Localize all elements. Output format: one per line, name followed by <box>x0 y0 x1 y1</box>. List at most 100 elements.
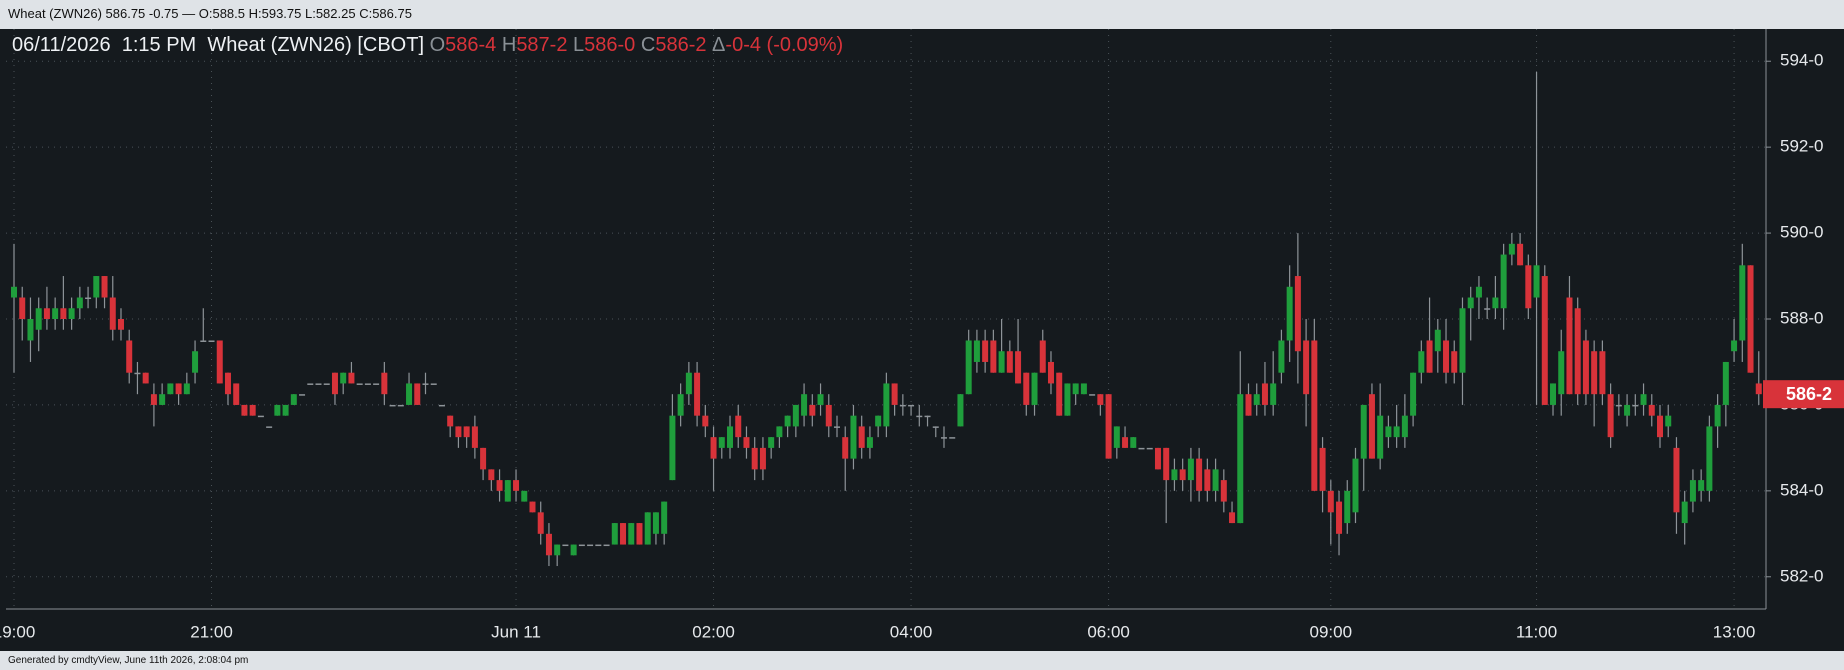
candle-body <box>1484 308 1491 310</box>
candle-body <box>1122 437 1129 448</box>
candle-body <box>11 286 17 298</box>
candle-body <box>587 544 594 547</box>
candle-body <box>1344 490 1351 524</box>
candle-body <box>356 383 363 385</box>
candle-body <box>899 404 906 407</box>
candle-body <box>233 383 240 405</box>
candle-body <box>438 404 445 407</box>
candle-body <box>661 501 668 534</box>
candle-body <box>101 276 108 298</box>
candle-body <box>1187 458 1194 481</box>
candle-body <box>1146 447 1153 450</box>
candle-body <box>1212 469 1219 491</box>
candle-body <box>463 426 470 438</box>
candle-body <box>1451 351 1458 373</box>
candle-body <box>858 426 865 448</box>
candle-body <box>578 544 585 547</box>
candle-body <box>768 437 775 448</box>
candle-body <box>792 404 799 427</box>
summary-label: H <box>501 34 517 56</box>
candle-body <box>1673 447 1680 513</box>
candle-body <box>488 469 495 481</box>
candle-body <box>924 415 931 418</box>
candle-body <box>282 404 289 416</box>
candle-body <box>784 415 791 427</box>
candle-body <box>982 340 989 362</box>
candle-body <box>1245 394 1252 416</box>
candle-body <box>891 383 898 405</box>
candle-body <box>323 383 330 385</box>
candle-body <box>644 512 651 545</box>
candle-body <box>1286 286 1293 341</box>
candle-body <box>1410 372 1417 416</box>
candle-body <box>1311 340 1318 491</box>
candle-body <box>751 447 758 470</box>
window-title: Wheat (ZWN26) 586.75 -0.75 — O:588.5 H:5… <box>0 0 1844 29</box>
candle-body <box>1632 404 1639 407</box>
candle-body <box>150 394 157 405</box>
candle-body <box>1138 447 1145 450</box>
candle-body <box>1015 351 1022 384</box>
candle-body <box>455 426 462 438</box>
candle-body <box>1130 437 1137 448</box>
candle-body <box>545 533 552 556</box>
candle-body <box>1319 447 1326 491</box>
candle-body <box>266 426 273 428</box>
candle-body <box>1047 361 1054 384</box>
candle-body <box>192 351 199 373</box>
candle-body <box>1731 340 1738 352</box>
candle-body <box>406 383 413 405</box>
candle-body <box>521 490 528 502</box>
x-tick-label: 02:00 <box>692 622 735 641</box>
candle-body <box>513 480 520 491</box>
y-tick-label: 588-0 <box>1780 308 1823 327</box>
summary-value: 587-2 <box>516 34 568 56</box>
chart: 582-0 584-0 586-0 588-0 590-0 592-0 594-0 19:00… <box>0 29 1844 651</box>
candle-body <box>685 372 692 395</box>
candle-body <box>570 544 577 556</box>
candle-body <box>1706 426 1713 491</box>
candle-body <box>1171 469 1178 481</box>
candle-body <box>1072 383 1079 395</box>
candle-body <box>1179 469 1186 481</box>
candle-body <box>1541 276 1548 405</box>
candle-body <box>652 512 659 534</box>
candle-body <box>290 394 297 405</box>
candle-body <box>759 447 766 470</box>
candle-body <box>1080 383 1087 395</box>
candle-body <box>249 404 256 416</box>
candle-body <box>76 297 83 309</box>
candle-body <box>973 340 980 362</box>
candle-body <box>85 297 92 300</box>
candle-body <box>1163 447 1170 481</box>
candle-body <box>331 372 338 395</box>
x-tick-label: 06:00 <box>1087 622 1130 641</box>
candle-body <box>1385 426 1392 438</box>
candle-body <box>381 372 388 395</box>
candle-body <box>167 383 174 395</box>
candle-body <box>1253 394 1260 405</box>
candle-body <box>447 415 454 427</box>
candle-body <box>1154 447 1161 470</box>
candle-body <box>1459 308 1466 373</box>
candle-body <box>1327 490 1334 513</box>
candle-body <box>117 319 124 330</box>
summary-value: 586-0 <box>584 34 636 56</box>
candle-body <box>1360 404 1367 459</box>
candle-body <box>1393 426 1400 438</box>
candle-body <box>1755 383 1762 395</box>
candle-body <box>1747 265 1754 373</box>
candle-body <box>990 340 997 373</box>
candle-body <box>1566 297 1573 395</box>
candle-body <box>93 276 100 298</box>
candle-body <box>1261 383 1268 405</box>
candle-body <box>389 404 396 407</box>
candle-body <box>1278 340 1285 373</box>
candle-body <box>908 404 915 407</box>
candle-body <box>628 523 635 545</box>
candle-body <box>1591 351 1598 395</box>
x-tick-label: Jun 11 <box>491 622 541 641</box>
candle-body <box>1426 340 1433 373</box>
candle-body <box>1722 361 1729 405</box>
candle-body <box>504 480 511 502</box>
